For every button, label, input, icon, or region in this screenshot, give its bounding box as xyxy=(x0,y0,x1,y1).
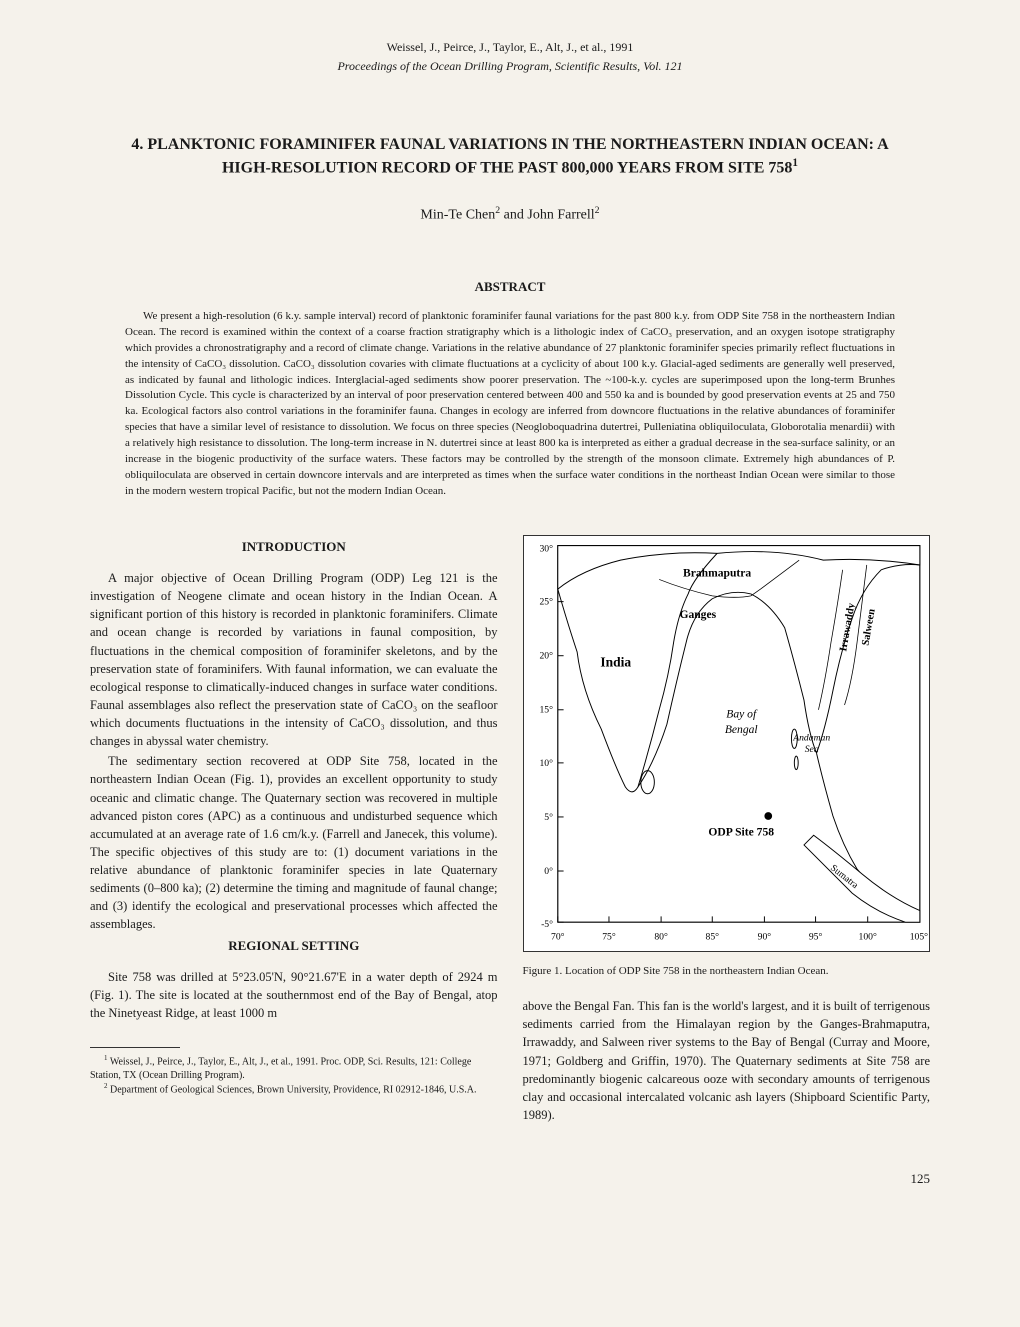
svg-text:5°: 5° xyxy=(544,812,553,823)
map-svg: 30° 25° 20° 15° 10° 5° 0° -5° xyxy=(523,535,931,952)
svg-text:15°: 15° xyxy=(539,705,553,716)
svg-text:105°: 105° xyxy=(909,932,927,943)
svg-text:Irrawaddy: Irrawaddy xyxy=(838,602,857,653)
svg-text:Salween: Salween xyxy=(860,608,877,647)
svg-text:25°: 25° xyxy=(539,597,553,608)
footnotes: 1 Weissel, J., Peirce, J., Taylor, E., A… xyxy=(90,1054,498,1097)
svg-text:0°: 0° xyxy=(544,866,553,877)
svg-text:80°: 80° xyxy=(654,932,668,943)
svg-text:95°: 95° xyxy=(808,932,822,943)
site-marker xyxy=(764,812,772,820)
svg-text:India: India xyxy=(600,654,631,669)
authors: Min-Te Chen2 and John Farrell2 xyxy=(90,205,930,224)
svg-text:75°: 75° xyxy=(602,932,616,943)
regional-body-right: above the Bengal Fan. This fan is the wo… xyxy=(523,997,931,1124)
page-number: 125 xyxy=(90,1171,930,1187)
regional-body-left: Site 758 was drilled at 5°23.05'N, 90°21… xyxy=(90,968,498,1022)
svg-text:ODP Site 758: ODP Site 758 xyxy=(708,825,774,838)
svg-text:20°: 20° xyxy=(539,651,553,662)
svg-text:100°: 100° xyxy=(858,932,876,943)
abstract-text: We present a high-resolution (6 k.y. sam… xyxy=(125,309,895,500)
svg-text:70°: 70° xyxy=(551,932,565,943)
left-column: INTRODUCTION A major objective of Ocean … xyxy=(90,535,498,1126)
header-proceedings: Proceedings of the Ocean Drilling Progra… xyxy=(90,59,930,74)
svg-text:Sea: Sea xyxy=(804,744,818,755)
svg-text:Bengal: Bengal xyxy=(724,723,757,736)
svg-text:10°: 10° xyxy=(539,758,553,769)
svg-text:Brahmaputra: Brahmaputra xyxy=(683,567,751,580)
svg-text:Bay of: Bay of xyxy=(726,708,758,721)
svg-text:Andaman: Andaman xyxy=(792,733,830,744)
svg-text:Ganges: Ganges xyxy=(679,608,716,621)
figure-1: 30° 25° 20° 15° 10° 5° 0° -5° xyxy=(523,535,931,977)
svg-text:90°: 90° xyxy=(757,932,771,943)
right-column: 30° 25° 20° 15° 10° 5° 0° -5° xyxy=(523,535,931,1126)
svg-text:85°: 85° xyxy=(705,932,719,943)
abstract-heading: ABSTRACT xyxy=(90,279,930,295)
regional-heading: REGIONAL SETTING xyxy=(90,938,498,954)
introduction-heading: INTRODUCTION xyxy=(90,539,498,555)
introduction-body: A major objective of Ocean Drilling Prog… xyxy=(90,569,498,934)
paper-title: 4. PLANKTONIC FORAMINIFER FAUNAL VARIATI… xyxy=(90,134,930,180)
header-citation: Weissel, J., Peirce, J., Taylor, E., Alt… xyxy=(90,40,930,55)
footnote-rule xyxy=(90,1047,180,1048)
svg-text:30°: 30° xyxy=(539,543,553,554)
svg-text:-5°: -5° xyxy=(541,919,553,930)
figure-1-caption: Figure 1. Location of ODP Site 758 in th… xyxy=(523,965,931,977)
